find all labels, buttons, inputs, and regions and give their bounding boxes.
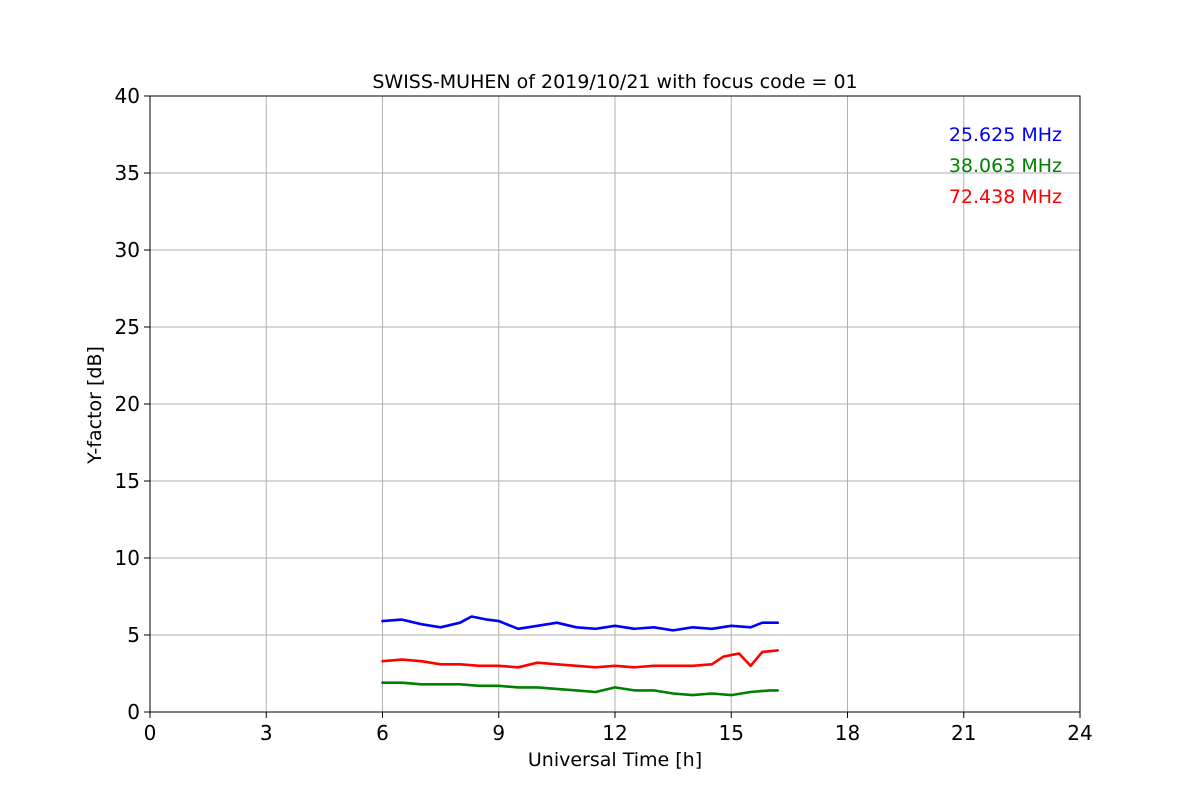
- x-tick-label: 12: [602, 721, 627, 745]
- y-tick-label: 10: [115, 546, 140, 570]
- x-tick-label: 15: [719, 721, 744, 745]
- y-axis-label: Y-factor [dB]: [84, 346, 106, 465]
- x-tick-label: 18: [835, 721, 860, 745]
- y-tick-label: 0: [127, 700, 140, 724]
- y-tick-label: 20: [115, 392, 140, 416]
- chart-title: SWISS-MUHEN of 2019/10/21 with focus cod…: [372, 71, 857, 93]
- axis-ticks: 0 3 6 9 12 15 18 21 24 0 5 10 15 20 25 30 35 40: [115, 84, 1093, 745]
- y-tick-label: 40: [115, 84, 140, 108]
- x-tick-label: 6: [376, 721, 389, 745]
- series-line-2: [381, 681, 780, 697]
- legend-entry-3: 72.438 MHz: [949, 186, 1062, 208]
- series-line-3: [381, 649, 780, 669]
- y-tick-label: 25: [115, 315, 140, 339]
- y-tick-label: 35: [115, 161, 140, 185]
- x-tick-label: 9: [492, 721, 505, 745]
- data-series: [381, 615, 780, 697]
- legend-entry-2: 38.063 MHz: [949, 155, 1062, 177]
- y-tick-label: 15: [115, 469, 140, 493]
- legend-entry-1: 25.625 MHz: [949, 124, 1062, 146]
- x-tick-label: 3: [260, 721, 273, 745]
- grid-lines: [149, 95, 1081, 713]
- y-tick-label: 5: [127, 623, 140, 647]
- legend: 25.625 MHz 38.063 MHz 72.438 MHz: [949, 124, 1062, 208]
- x-tick-label: 21: [951, 721, 976, 745]
- x-tick-label: 24: [1067, 721, 1092, 745]
- series-line-1: [381, 615, 780, 632]
- x-axis-label: Universal Time [h]: [528, 749, 702, 771]
- y-tick-label: 30: [115, 238, 140, 262]
- x-tick-label: 0: [144, 721, 157, 745]
